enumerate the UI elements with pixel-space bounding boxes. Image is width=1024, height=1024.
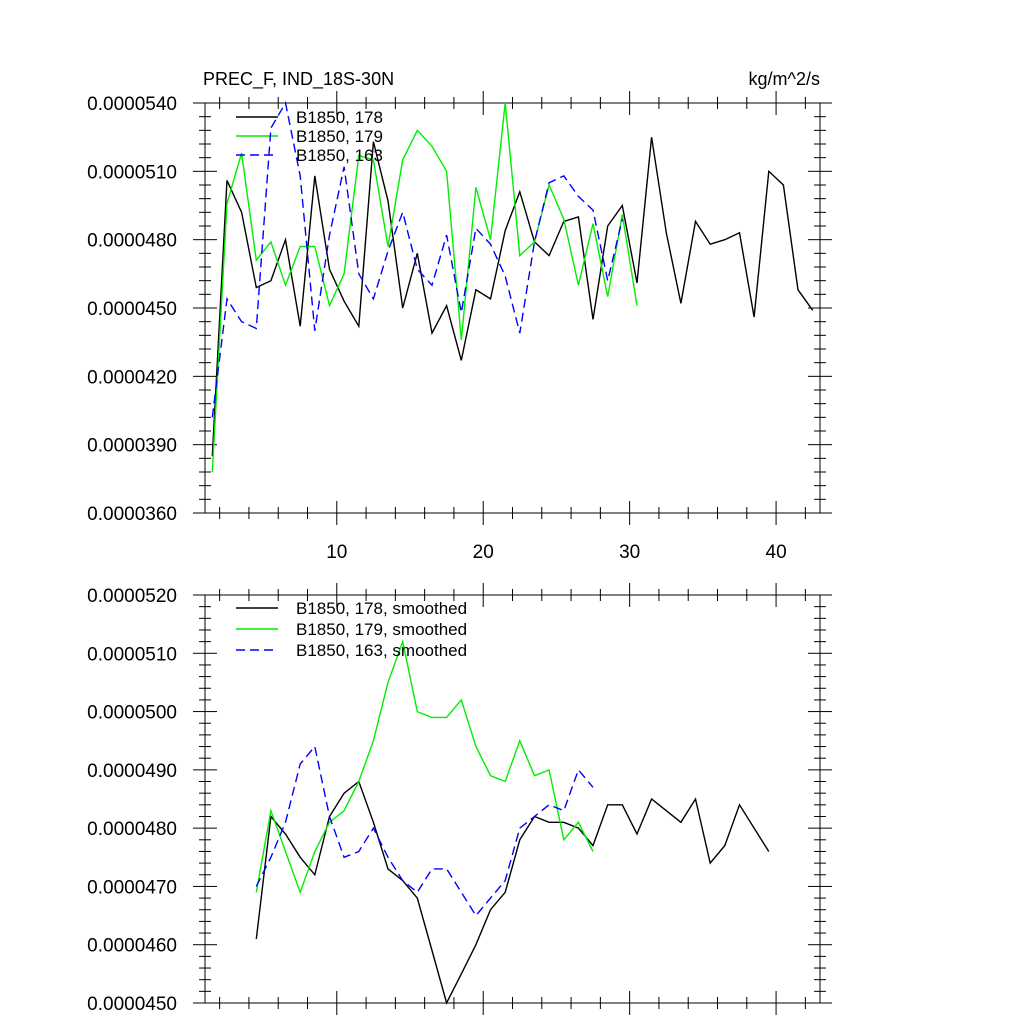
chart-units: kg/m^2/s <box>749 69 820 89</box>
y-tick-label: 0.0000480 <box>87 231 177 252</box>
y-tick-label: 0.0000420 <box>87 367 177 388</box>
y-tick-label: 0.0000450 <box>87 299 177 320</box>
legend-label-2: B1850, 163, smoothed <box>296 641 467 660</box>
chart-title: PREC_F, IND_18S-30N <box>203 69 394 90</box>
y-tick-label: 0.0000500 <box>87 703 177 724</box>
y-tick-label: 0.0000480 <box>87 819 177 840</box>
series-line-1 <box>255 639 594 895</box>
legend-label-1: B1850, 179, smoothed <box>296 620 467 639</box>
series-line-2 <box>211 101 623 418</box>
series-line-2 <box>255 744 594 917</box>
x-tick-label: 40 <box>766 542 787 563</box>
y-tick-label: 0.0000490 <box>87 761 177 782</box>
series-line-1 <box>211 102 638 473</box>
y-tick-label: 0.0000390 <box>87 436 177 457</box>
x-tick-label: 10 <box>326 542 347 563</box>
y-tick-label: 0.0000450 <box>87 994 177 1015</box>
bottom-panel: 0.0000450 0.0000460 0.0000470 0.0000480 0.00… <box>87 583 832 1015</box>
y-tick-label: 0.0000360 <box>87 504 177 525</box>
series-line-0 <box>211 137 814 457</box>
top-panel: 10 20 30 40 0.0000360 0.0000390 0.0000420 0.000… <box>87 69 832 563</box>
y-tick-label: 0.0000520 <box>87 586 177 607</box>
y-tick-label: 0.0000460 <box>87 936 177 957</box>
legend-label-1: B1850, 179 <box>296 127 383 146</box>
legend-label-2: B1850, 163 <box>296 146 383 165</box>
y-tick-label: 0.0000510 <box>87 162 177 183</box>
legend-label-0: B1850, 178 <box>296 108 383 127</box>
y-tick-label: 0.0000470 <box>87 877 177 898</box>
series-line-0 <box>255 780 770 1005</box>
x-tick-label: 30 <box>619 542 640 563</box>
y-tick-label: 0.0000540 <box>87 94 177 115</box>
legend-label-0: B1850, 178, smoothed <box>296 599 467 618</box>
y-tick-label: 0.0000510 <box>87 644 177 665</box>
x-tick-label: 20 <box>473 542 494 563</box>
